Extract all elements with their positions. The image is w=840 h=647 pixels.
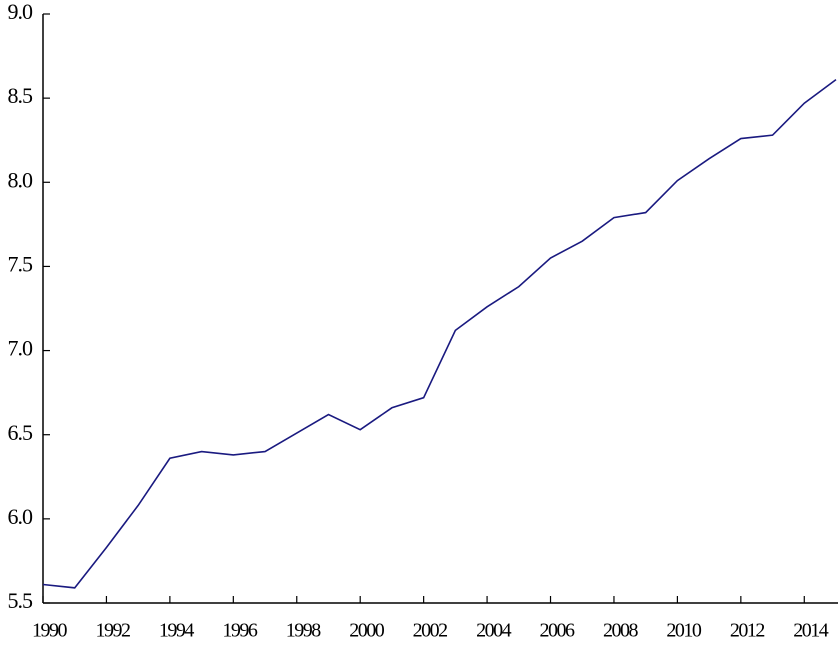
- x-tick-label: 1994: [159, 620, 195, 642]
- y-tick-label: 7.0: [8, 336, 34, 361]
- x-tick-label: 2004: [476, 620, 512, 642]
- x-tick-label: 2014: [793, 620, 829, 642]
- y-tick-label: 5.5: [8, 588, 34, 613]
- y-tick-label: 8.5: [8, 83, 34, 108]
- y-tick-label: 7.5: [8, 251, 34, 276]
- x-tick-label: 2012: [730, 620, 765, 642]
- x-tick-label: 2006: [540, 620, 576, 642]
- x-tick-label: 1998: [286, 620, 322, 642]
- x-tick-label: 1990: [32, 620, 68, 642]
- x-tick-label: 1996: [222, 620, 258, 642]
- x-tick-label: 2002: [413, 620, 448, 642]
- x-tick-label: 2010: [666, 620, 702, 642]
- x-tick-label: 1992: [95, 620, 130, 642]
- x-tick-label: 2008: [603, 620, 639, 642]
- y-tick-label: 8.0: [8, 167, 34, 192]
- y-tick-label: 6.0: [8, 504, 34, 529]
- y-tick-label: 9.0: [8, 0, 34, 24]
- y-tick-label: 6.5: [8, 420, 34, 445]
- x-tick-label: 2000: [349, 620, 385, 642]
- data-line: [42, 78, 837, 589]
